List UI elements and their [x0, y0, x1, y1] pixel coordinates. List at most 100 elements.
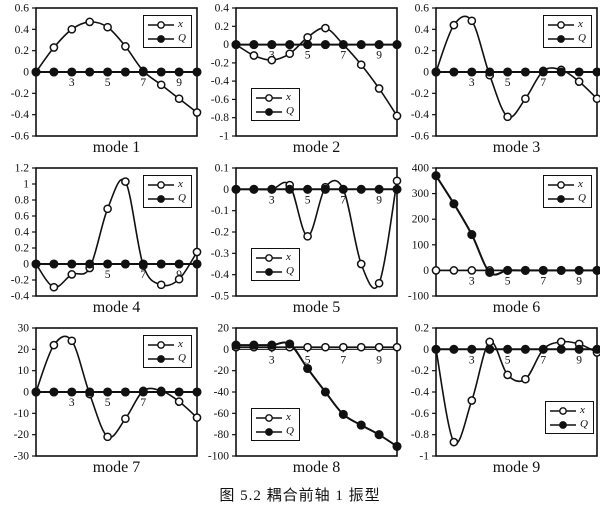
- open-circle-icon: [148, 20, 175, 29]
- legend-label: x: [178, 178, 183, 190]
- svg-text:0.2: 0.2: [15, 243, 30, 255]
- series-Q: [231, 40, 402, 50]
- svg-text:20: 20: [218, 323, 230, 335]
- svg-text:-100: -100: [208, 451, 229, 463]
- svg-text:30: 30: [18, 323, 30, 335]
- series-Q: [431, 171, 600, 277]
- svg-text:0: 0: [423, 344, 429, 356]
- legend-label: Q: [178, 192, 186, 204]
- svg-text:7: 7: [140, 77, 146, 89]
- filled-circle-icon: [148, 354, 175, 363]
- chart-canvas: 20 0 -20 -40 -60 -80 -100 3 5 7 9: [208, 323, 402, 463]
- legend-item-Q: Q: [256, 425, 294, 438]
- subplot-title: mode 3: [492, 139, 541, 156]
- svg-text:0.4: 0.4: [15, 227, 30, 239]
- svg-text:0.6: 0.6: [15, 211, 30, 223]
- chart-canvas: 0.1 0 -0.1 -0.2 -0.3 -0.4 -0.5 3 5 7 9: [211, 163, 402, 303]
- legend-item-x: x: [256, 251, 294, 264]
- legend-label: Q: [178, 352, 186, 364]
- y-axis: 0.6 0.4 0.2 0 -0.2 -0.4 -0.6: [411, 3, 436, 143]
- svg-text:9: 9: [576, 354, 582, 366]
- svg-text:3: 3: [269, 354, 275, 366]
- svg-text:0: 0: [223, 39, 229, 51]
- y-axis: 1.2 1 0.8 0.6 0.4 0.2 0 -0.2 -0.4: [11, 163, 36, 303]
- svg-text:5: 5: [305, 50, 311, 62]
- x-axis-labels: 3 5 7 9: [269, 349, 382, 366]
- svg-text:5: 5: [105, 77, 111, 89]
- svg-text:-0.2: -0.2: [211, 227, 229, 239]
- svg-text:0.6: 0.6: [415, 3, 430, 15]
- svg-text:-0.4: -0.4: [11, 109, 29, 121]
- svg-text:20: 20: [18, 344, 30, 356]
- legend-item-x: x: [148, 18, 186, 31]
- legend-label: Q: [286, 265, 294, 277]
- svg-text:0: 0: [223, 184, 229, 196]
- filled-circle-icon: [256, 267, 282, 276]
- svg-text:10: 10: [18, 365, 30, 377]
- svg-text:0.1: 0.1: [215, 163, 230, 175]
- svg-text:0.2: 0.2: [415, 45, 430, 57]
- svg-text:0: 0: [423, 265, 429, 277]
- svg-text:0.2: 0.2: [415, 323, 430, 335]
- figure-caption: 图 5.2 耦合前轴 1 振型: [219, 488, 381, 504]
- svg-text:-0.6: -0.6: [11, 131, 29, 143]
- series-Q: [231, 184, 402, 194]
- svg-text:-0.3: -0.3: [211, 248, 229, 260]
- svg-text:7: 7: [140, 269, 146, 281]
- legend-item-x: x: [256, 91, 294, 104]
- svg-text:-100: -100: [408, 291, 429, 303]
- legend-label: x: [580, 404, 585, 416]
- legend-item-x: x: [256, 411, 294, 424]
- svg-text:3: 3: [269, 194, 275, 206]
- open-circle-icon: [550, 406, 577, 415]
- svg-text:3: 3: [469, 275, 475, 287]
- svg-text:0.4: 0.4: [215, 3, 230, 15]
- legend-label: Q: [286, 105, 294, 117]
- legend-item-Q: Q: [148, 32, 186, 45]
- subplot-mode-4: 1.210.80.60.40.20-0.2-0.43579 xQ mode 4: [0, 160, 202, 320]
- svg-text:3: 3: [269, 50, 275, 62]
- svg-text:-40: -40: [214, 387, 230, 399]
- svg-text:7: 7: [540, 354, 546, 366]
- legend-label: Q: [578, 192, 586, 204]
- legend-item-x: x: [550, 404, 588, 417]
- svg-text:0.8: 0.8: [15, 195, 30, 207]
- svg-text:-0.2: -0.2: [411, 88, 429, 100]
- series-Q: [231, 339, 402, 451]
- legend-item-Q: Q: [148, 352, 186, 365]
- svg-text:-0.4: -0.4: [211, 76, 229, 88]
- chart-canvas: 1.210.80.60.40.20-0.2-0.43579: [11, 163, 202, 303]
- svg-text:-0.4: -0.4: [211, 269, 229, 281]
- svg-text:5: 5: [505, 77, 511, 89]
- open-circle-icon: [256, 413, 282, 422]
- y-axis: 0.1 0 -0.1 -0.2 -0.3 -0.4 -0.5: [211, 163, 236, 303]
- svg-text:9: 9: [176, 77, 182, 89]
- svg-text:-80: -80: [214, 429, 230, 441]
- svg-text:-1: -1: [219, 131, 229, 143]
- legend-label: Q: [580, 418, 588, 430]
- svg-text:3: 3: [469, 354, 475, 366]
- svg-text:200: 200: [412, 214, 430, 226]
- y-axis: 20 0 -20 -40 -60 -80 -100: [208, 323, 236, 463]
- legend-label: x: [286, 411, 291, 423]
- svg-text:9: 9: [576, 275, 582, 287]
- series-Q: [431, 67, 600, 77]
- svg-text:0.2: 0.2: [15, 45, 30, 57]
- series-Q: [31, 259, 202, 269]
- legend-label: Q: [286, 425, 294, 437]
